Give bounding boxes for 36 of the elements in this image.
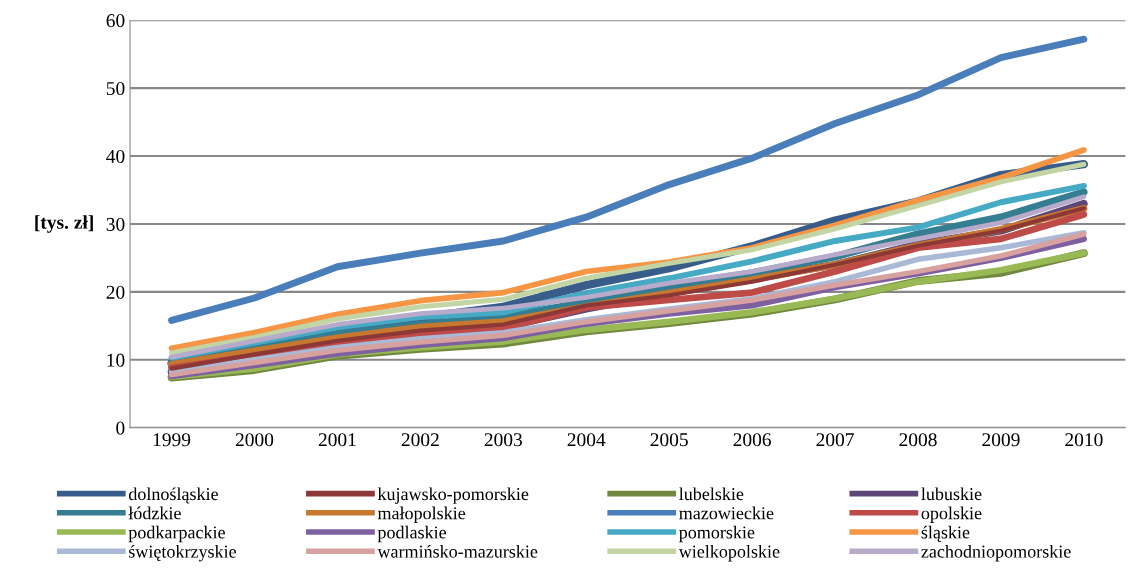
x-tick-label: 1999 xyxy=(153,433,191,447)
y-tick-label: 0 xyxy=(116,421,125,435)
legend-label: podkarpackie xyxy=(128,525,225,543)
legend-label: śląskie xyxy=(921,525,970,542)
legend-label: łódzkie xyxy=(128,506,181,520)
legend-label: pomorskie xyxy=(679,525,755,543)
y-tick-label: 20 xyxy=(106,285,125,299)
legend-label: mazowieckie xyxy=(679,506,774,520)
x-tick-label: 2002 xyxy=(401,433,439,447)
x-tick-label: 2005 xyxy=(650,433,688,447)
x-tick-label: 2008 xyxy=(899,433,937,447)
y-tick-label: 10 xyxy=(107,353,125,367)
x-tick-label: 2006 xyxy=(733,433,771,447)
legend-label: dolnośląskie xyxy=(128,487,218,504)
legend-label: lubuskie xyxy=(921,487,982,501)
x-tick-label: 2007 xyxy=(816,433,854,447)
legend-label: lubelskie xyxy=(679,487,744,501)
y-axis-title: [tys. zł] xyxy=(35,215,93,233)
x-tick-label: 2010 xyxy=(1065,433,1103,447)
legend-label: kujawsko-pomorskie xyxy=(377,487,529,504)
legend-label: opolskie xyxy=(921,506,982,523)
x-tick-label: 2000 xyxy=(235,433,274,447)
y-tick-label: 40 xyxy=(106,149,125,163)
legend-label: wielkopolskie xyxy=(678,545,780,562)
legend-label: warmińsko-mazurskie xyxy=(377,544,538,558)
x-tick-label: 2009 xyxy=(982,433,1020,447)
legend-label: podlaskie xyxy=(377,525,447,543)
legend-label: zachodniopomorskie xyxy=(921,545,1071,562)
x-tick-label: 2004 xyxy=(567,433,606,447)
legend-label: świętokrzyskie xyxy=(129,544,236,562)
y-tick-label: 60 xyxy=(106,14,125,28)
y-tick-label: 50 xyxy=(106,81,125,96)
x-tick-label: 2003 xyxy=(484,433,522,447)
y-tick-label: 30 xyxy=(106,217,125,231)
x-tick-label: 2001 xyxy=(318,433,356,447)
legend-label: małopolskie xyxy=(377,506,466,523)
